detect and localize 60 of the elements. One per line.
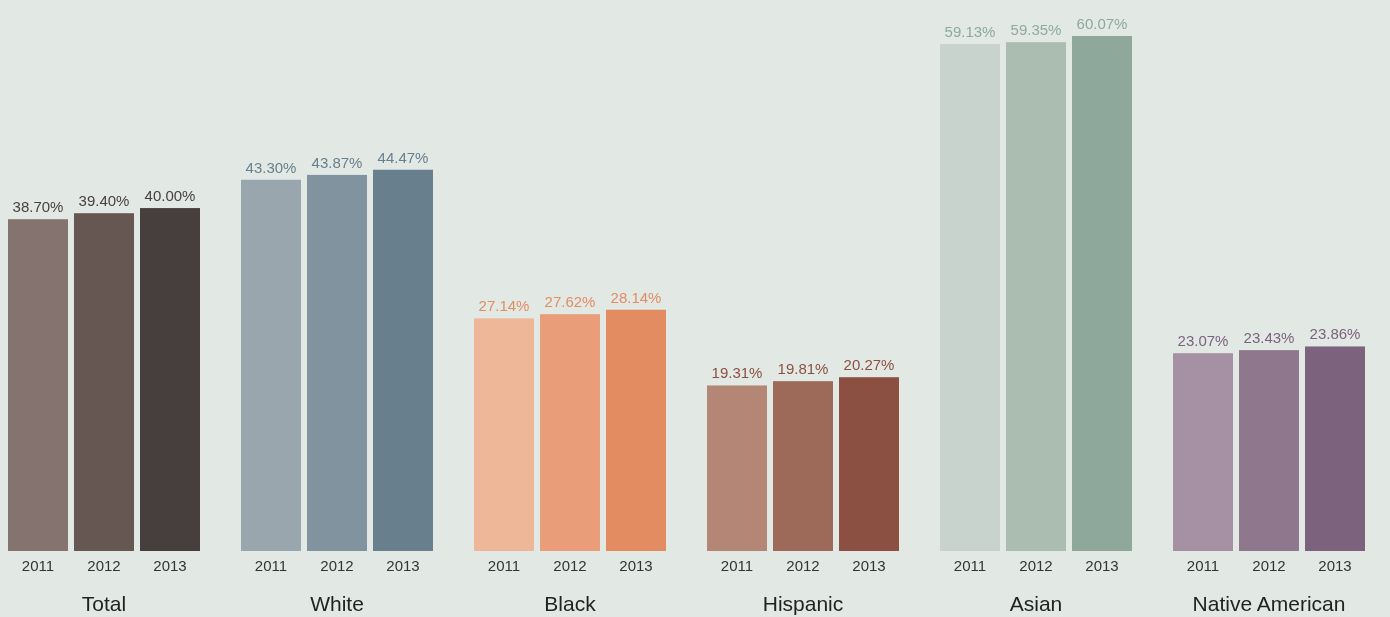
text: 2012 [786,557,820,574]
bar [1239,350,1299,551]
text: 2013 [1318,557,1352,574]
series-label: 2011 [21,557,55,574]
text: 2013 [852,557,886,574]
data-label: 19.31% [711,364,763,382]
data-label: 27.14% [478,297,530,315]
data-label: 23.43% [1243,329,1295,347]
data-label: 39.40% [78,192,130,210]
bar [241,179,301,551]
x-tick-label: Hispanic [762,592,844,615]
bar [1173,353,1233,551]
bar [1072,36,1132,551]
text: 2013 [1085,557,1119,574]
data-label: 60.07% [1076,15,1128,32]
bar [540,314,600,551]
data-label: 23.07% [1177,332,1229,350]
bar [606,309,666,551]
bar [707,385,767,551]
bar [74,213,134,551]
text: 2013 [619,557,653,574]
data-label: 43.30% [245,158,297,176]
text: 2011 [720,557,754,574]
text: 2012 [320,557,354,574]
x-tick-label: Black [544,592,597,615]
text: 2012 [553,557,587,574]
data-label: 27.62% [544,293,596,311]
bar [307,174,367,551]
bar [474,318,534,551]
data-label: 44.47% [377,148,429,166]
bar [373,169,433,551]
bar [839,377,899,551]
bar [1006,42,1066,551]
text: 2011 [953,557,987,574]
text: 2011 [254,557,288,574]
text: 2011 [1186,557,1220,574]
series-label: 2013 [153,557,187,574]
data-label: 19.81% [777,360,829,378]
bar [140,208,200,551]
bar [773,381,833,551]
data-label: 59.35% [1010,21,1062,39]
data-label: 20.27% [843,356,895,374]
series-label: 2012 [87,557,121,574]
x-tick-label: White [310,592,364,615]
text: 2013 [386,557,420,574]
data-label: 38.70% [12,198,64,216]
x-tick-label: Asian [1009,592,1063,615]
x-tick-label: Total [81,592,127,615]
data-label: 43.87% [311,153,363,171]
bar [1305,346,1365,551]
text: 2012 [1252,557,1286,574]
bar [940,44,1000,551]
data-label: 28.14% [610,288,662,306]
text: 2012 [1019,557,1053,574]
data-label: 59.13% [944,23,996,41]
data-label: 40.00% [144,187,196,205]
text: 2011 [487,557,521,574]
x-tick-label: Native American [1192,592,1346,615]
data-label: 23.86% [1309,325,1361,343]
bar [8,219,68,551]
